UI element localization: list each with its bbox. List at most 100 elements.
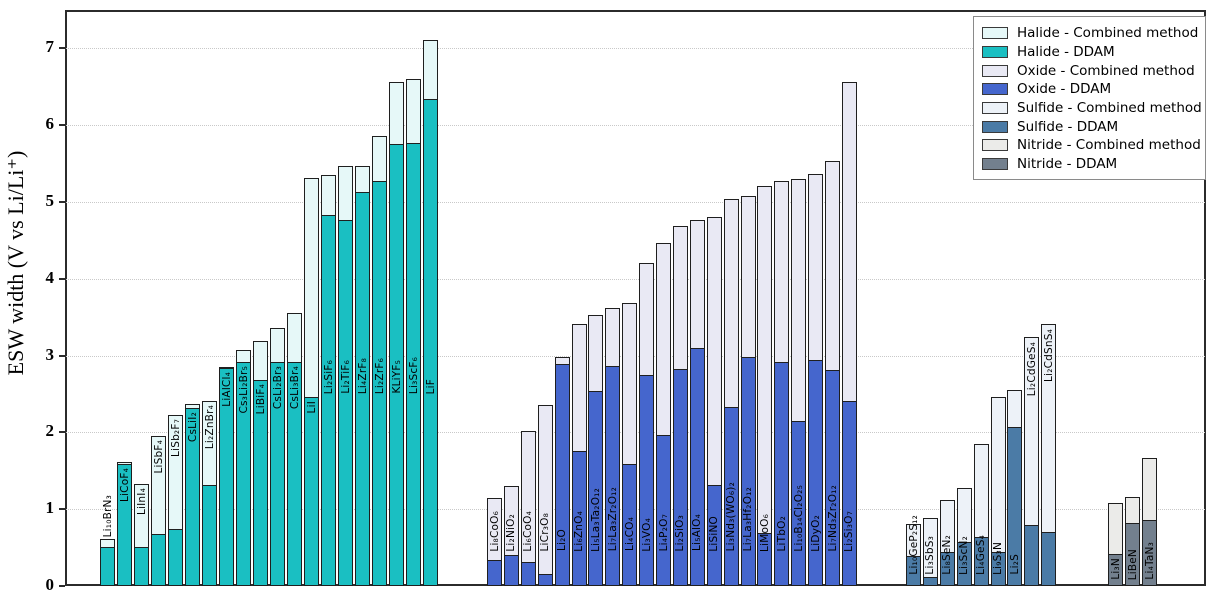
- bar-ddam-Li₅La₃Ta₂O₁₂: [588, 390, 604, 586]
- bar-ddam-Li₁₀GeP₂S₁₂: [906, 555, 921, 586]
- bar-ddam-Li₂S: [1007, 426, 1023, 586]
- y-tick-mark-7: [59, 47, 65, 50]
- legend-entry-oxide-combined-method: Oxide - Combined method: [982, 61, 1197, 80]
- legend-label: Nitride - DDAM: [1017, 156, 1118, 173]
- bar-ddam-Li₇Nd₃Zr₂O₁₂: [825, 369, 840, 586]
- y-tick-mark-4: [59, 277, 65, 280]
- gridline-y4: [66, 278, 1205, 280]
- legend-label: Oxide - DDAM: [1017, 81, 1112, 98]
- legend-entry-nitride-ddam: Nitride - DDAM: [982, 155, 1197, 174]
- gridline-y5: [66, 202, 1205, 203]
- bar-ddam-LiI: [304, 396, 319, 586]
- legend-swatch-icon: [982, 64, 1008, 77]
- bar-ddam-Li₄CO₄: [622, 463, 638, 586]
- bar-ddam-Li₆ZnO₄: [571, 451, 587, 586]
- bar-ddam-LiTbO₂: [774, 362, 790, 586]
- gridline-y6: [66, 125, 1205, 127]
- bar-ddam-CsLiI₂: [185, 408, 200, 586]
- bar-ddam-Li₈CoO₆: [487, 559, 502, 586]
- bar-ddam-Li₇La₃Zr₂O₁₂: [605, 366, 621, 586]
- bar-combined-LiMoO₆: [757, 186, 773, 586]
- bar-ddam-Li₈SeN₂: [939, 551, 955, 586]
- bar-ddam-Li₂Si₃O₇: [841, 401, 857, 586]
- legend-swatch-icon: [982, 139, 1008, 152]
- y-tick-label-1: 1: [45, 498, 55, 518]
- bar-ddam-LiCr₃O₈: [537, 574, 553, 586]
- legend-label: Halide - DDAM: [1017, 44, 1115, 61]
- legend-swatch-icon: [982, 120, 1008, 133]
- legend-swatch-icon: [982, 83, 1008, 96]
- bar-ddam-Cs₃Li₂Br₅: [236, 361, 251, 586]
- bar-ddam-Li₂ZrF₆: [372, 181, 387, 586]
- bar-ddam-Li₄ZrF₈: [355, 191, 370, 586]
- legend-entry-sulfide-ddam: Sulfide - DDAM: [982, 117, 1197, 136]
- bar-ddam-LiF: [423, 98, 438, 586]
- legend-entry-nitride-combined-method: Nitride - Combined method: [982, 136, 1201, 155]
- y-tick-label-6: 6: [45, 114, 55, 134]
- y-axis-title: ESW width (V vs Li/Li⁺): [3, 150, 28, 376]
- bar-ddam-Li₂ZnBr₄: [202, 485, 217, 586]
- legend-swatch-icon: [982, 158, 1008, 171]
- legend-entry-halide-combined-method: Halide - Combined method: [982, 24, 1199, 43]
- bar-ddam-Li₃VO₄: [639, 374, 655, 586]
- legend-entry-sulfide-combined-method: Sulfide - Combined method: [982, 99, 1202, 118]
- y-tick-mark-5: [59, 201, 65, 203]
- bar-ddam-Li₃ScF₆: [406, 142, 421, 586]
- bar-ddam-Li₂CdGeS₄: [1024, 525, 1040, 586]
- legend-entry-oxide-ddam: Oxide - DDAM: [982, 80, 1197, 99]
- bar-ddam-Li₄TaN₃: [1142, 519, 1157, 586]
- y-tick-mark-0: [59, 585, 65, 587]
- legend-label: Halide - Combined method: [1017, 25, 1199, 42]
- bar-ddam-Li₉S₃N: [990, 551, 1006, 586]
- bar-ddam-Li₆CoO₄: [520, 561, 536, 586]
- y-tick-label-5: 5: [45, 191, 55, 210]
- legend-label: Sulfide - Combined method: [1017, 100, 1202, 117]
- y-tick-label-2: 2: [45, 421, 55, 441]
- y-tick-mark-6: [59, 124, 65, 127]
- bar-ddam-CsLi₂Br₃: [270, 362, 285, 586]
- y-tick-label-0: 0: [45, 575, 55, 594]
- bar-ddam-Li₂NiO₂: [503, 555, 519, 586]
- bar-ddam-Li₂SiF₆: [321, 214, 336, 586]
- bar-combined-LiCr₃O₈: [537, 404, 553, 586]
- bar-ddam-Li₄GeS₄: [973, 537, 989, 586]
- legend-label: Sulfide - DDAM: [1017, 118, 1119, 135]
- bar-ddam-LiBiF₄: [253, 379, 268, 586]
- legend-swatch-icon: [982, 46, 1008, 59]
- legend-label: Nitride - Combined method: [1017, 137, 1201, 154]
- bar-ddam-Li₂SiO₃: [672, 369, 688, 586]
- legend-swatch-icon: [982, 27, 1008, 40]
- bar-ddam-LiSbF₄: [151, 533, 166, 586]
- legend: Halide - Combined method Halide - DDAM Oxi…: [973, 16, 1206, 180]
- bar-ddam-Li₃SbS₃: [922, 576, 938, 586]
- legend-label: Oxide - Combined method: [1017, 62, 1195, 79]
- bar-ddam-KLiYF₅: [389, 144, 404, 586]
- bar-ddam-CsLi₃Br₄: [287, 362, 302, 586]
- legend-entry-halide-ddam: Halide - DDAM: [982, 43, 1197, 62]
- y-tick-mark-3: [59, 354, 65, 357]
- bar-ddam-LiDyO₂: [808, 359, 824, 586]
- bar-ddam-Li₃Nd₃(WO₆)₂: [723, 406, 739, 586]
- gridline-y7: [66, 48, 1205, 50]
- bar-ddam-Li₃N: [1108, 553, 1123, 586]
- bar-ddam-LiAlCl₄: [219, 368, 234, 586]
- bar-ddam-Li₂O: [554, 363, 570, 586]
- y-tick-label-3: 3: [45, 344, 55, 364]
- bar-ddam-LiMoO₆: [757, 532, 773, 586]
- bar-ddam-LiBeN: [1125, 522, 1140, 586]
- bar-ddam-LiSb₂F₇: [168, 528, 183, 586]
- bar-ddam-Li₄P₂O₇: [656, 435, 671, 586]
- bar-ddam-Li₂TiF₆: [338, 220, 353, 586]
- bar-ddam-Li₃ScN₂: [956, 542, 972, 586]
- bar-ddam-Li₁₀B₁₄Cl₂O₂₅: [791, 421, 807, 586]
- bar-ddam-LiInI₄: [134, 546, 149, 586]
- bar-ddam-Li₁₀BrN₃: [100, 546, 115, 586]
- y-tick-label-7: 7: [45, 37, 55, 57]
- y-tick-mark-2: [59, 431, 65, 434]
- bar-ddam-LiCoF₄: [117, 463, 132, 586]
- bar-ddam-LiSiNO: [706, 485, 722, 586]
- y-tick-label-4: 4: [45, 267, 55, 287]
- y-tick-mark-1: [59, 508, 65, 511]
- legend-swatch-icon: [982, 102, 1008, 115]
